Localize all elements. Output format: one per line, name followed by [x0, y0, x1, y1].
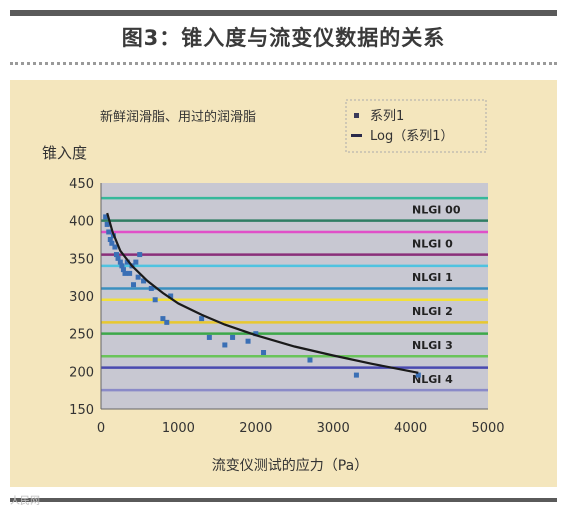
- data-point-28: [222, 342, 228, 348]
- watermark-logo: 人民网: [10, 496, 40, 507]
- bottom-rule: [10, 498, 557, 502]
- data-point-14: [127, 270, 133, 276]
- data-point-16: [131, 282, 137, 288]
- x-tick-label-0: 0: [97, 421, 105, 436]
- data-point-11: [120, 267, 126, 273]
- data-point-25: [168, 293, 174, 299]
- legend-marker-points: [354, 113, 359, 118]
- data-point-35: [415, 372, 421, 378]
- top-rule: [10, 10, 557, 16]
- data-point-20: [141, 278, 147, 284]
- data-point-32: [261, 350, 267, 355]
- y-tick-label-6: 450: [69, 177, 94, 192]
- data-point-27: [206, 334, 212, 340]
- legend-entry-series1: 系列1: [370, 109, 404, 124]
- chart-subtitle: 新鲜润滑脂、用过的润滑脂: [100, 109, 256, 125]
- y-axis-label: 锥入度: [42, 144, 87, 162]
- trend-line: [106, 212, 419, 374]
- data-point-23: [160, 316, 166, 322]
- y-tick-label-1: 200: [69, 365, 94, 380]
- data-point-8: [115, 255, 121, 261]
- scatter-points: [103, 214, 421, 378]
- data-point-21: [148, 285, 154, 291]
- data-point-12: [122, 270, 128, 276]
- nlgi-band-label-1: NLGI 0: [412, 237, 453, 250]
- nlgi-band-label-2: NLGI 1: [412, 271, 453, 284]
- data-point-6: [112, 244, 118, 250]
- data-point-0: [103, 214, 109, 220]
- dotted-divider: [10, 62, 557, 65]
- data-point-18: [135, 274, 141, 280]
- figure-title: 图3：锥入度与流变仪数据的关系: [121, 26, 446, 50]
- data-point-26: [199, 316, 205, 322]
- y-tick-label-2: 250: [69, 328, 94, 343]
- data-point-9: [117, 259, 123, 265]
- x-tick-label-3: 3000: [317, 421, 350, 436]
- legend-box: [345, 99, 487, 153]
- data-point-29: [230, 334, 236, 340]
- data-point-19: [137, 252, 143, 258]
- y-tick-label-3: 300: [69, 290, 94, 305]
- data-point-17: [133, 259, 139, 265]
- data-point-10: [119, 263, 125, 269]
- data-point-22: [152, 297, 158, 303]
- data-point-1: [104, 221, 110, 227]
- data-point-24: [164, 319, 170, 325]
- nlgi-band-label-4: NLGI 3: [412, 339, 453, 352]
- legend-entry-log: Log（系列1）: [370, 129, 454, 144]
- nlgi-band-label-3: NLGI 2: [412, 305, 453, 318]
- axis-ticks: 0 1000 2000 3000 4000 5000 150 200 250 300 350 400 4…: [69, 177, 504, 436]
- nlgi-band-label-0: NLGI 00: [412, 203, 461, 216]
- data-point-4: [109, 240, 115, 246]
- y-tick-label-5: 400: [69, 215, 94, 230]
- x-axis-label: 流变仪测试的应力（Pa）: [212, 457, 368, 474]
- legend-marker-trend: [351, 134, 362, 137]
- data-point-30: [245, 338, 251, 344]
- data-point-3: [107, 237, 113, 242]
- data-point-2: [106, 229, 112, 235]
- x-tick-label-2: 2000: [239, 421, 272, 436]
- x-tick-label-1: 1000: [162, 421, 195, 436]
- x-tick-label-5: 5000: [471, 421, 504, 436]
- data-point-31: [253, 331, 259, 337]
- nlgi-band-label-5: NLGI 4: [412, 373, 453, 386]
- data-point-13: [124, 259, 130, 265]
- data-point-34: [353, 372, 359, 378]
- y-tick-label-4: 350: [69, 252, 94, 267]
- legend: 系列1 Log（系列1）: [345, 99, 487, 153]
- x-tick-label-4: 4000: [394, 421, 427, 436]
- y-tick-label-0: 150: [69, 403, 94, 418]
- data-point-7: [113, 252, 119, 258]
- data-point-33: [307, 357, 313, 363]
- nlgi-bands: NLGI 00 NLGI 0 NLGI 1 NLGI 2 NLGI 3 NLGI 4: [101, 196, 488, 392]
